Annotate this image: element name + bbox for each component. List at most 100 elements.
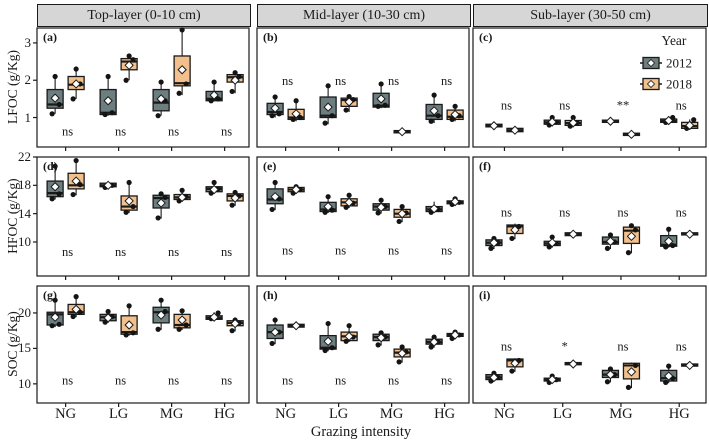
panel-letter: (c) xyxy=(479,30,492,44)
mean-diamond-marker xyxy=(103,313,113,323)
box-HG-2012 xyxy=(425,334,443,350)
data-point xyxy=(691,117,697,123)
legend-title: Year xyxy=(662,33,687,48)
mean-diamond-marker xyxy=(71,304,81,315)
y-tick-label: 10 xyxy=(18,234,31,249)
data-point xyxy=(232,70,238,76)
mean-diamond-marker xyxy=(124,60,134,71)
column-header-sub-layer: Sub-layer (30-50 cm) xyxy=(473,4,708,27)
box-MG-2018 xyxy=(622,362,641,390)
data-point xyxy=(236,73,242,80)
data-point xyxy=(329,345,335,351)
panel-letter: (e) xyxy=(263,159,276,173)
mean-diamond-marker xyxy=(376,333,386,343)
significance-label: ns xyxy=(62,125,73,139)
mean-diamond-marker xyxy=(663,115,674,126)
data-point xyxy=(49,323,55,329)
mean-diamond-marker xyxy=(230,193,240,203)
data-point xyxy=(77,182,83,188)
x-axis-title: Grazing intensity xyxy=(310,424,412,440)
significance-label: ** xyxy=(617,99,630,113)
data-point xyxy=(123,332,129,338)
data-point xyxy=(211,179,217,186)
box-LG-2018 xyxy=(120,303,138,338)
x-tick-label: MG xyxy=(159,406,184,422)
data-point xyxy=(176,90,182,96)
y-tick-label: 2 xyxy=(24,72,32,88)
significance-label: ns xyxy=(676,339,687,353)
mean-diamond-marker xyxy=(323,336,333,347)
box-MG-2012 xyxy=(372,330,390,348)
data-point xyxy=(126,53,132,59)
box-LG-2018 xyxy=(120,53,138,83)
mean-diamond-marker xyxy=(291,109,301,119)
significance-label: ns xyxy=(282,373,293,387)
x-tick-label: MG xyxy=(379,406,404,422)
data-point xyxy=(375,210,381,216)
panel-letter: (g) xyxy=(43,288,57,302)
box-NG-2018 xyxy=(506,223,524,242)
box-HG-2012 xyxy=(425,92,443,124)
mean-diamond-marker xyxy=(71,176,81,186)
box-HG-2018 xyxy=(226,70,244,95)
significance-label: ns xyxy=(441,74,452,88)
data-point xyxy=(435,113,441,119)
data-point xyxy=(158,191,164,197)
box-LG-2018 xyxy=(564,229,582,239)
box-NG-2012 xyxy=(485,235,503,251)
significance-label: ns xyxy=(501,99,512,113)
panel-letter: (a) xyxy=(43,30,57,44)
mean-diamond-marker xyxy=(397,126,407,137)
box-HG-2018 xyxy=(681,229,699,239)
data-point xyxy=(452,103,458,109)
data-point xyxy=(208,98,214,104)
data-point xyxy=(215,310,221,316)
data-point xyxy=(229,88,235,95)
mean-diamond-marker xyxy=(450,109,460,120)
data-point xyxy=(431,92,437,98)
data-point xyxy=(570,114,576,121)
significance-label: ns xyxy=(62,245,73,259)
data-point xyxy=(179,27,185,33)
mean-diamond-marker xyxy=(156,198,166,208)
significance-label: ns xyxy=(282,74,293,88)
box-LG-2018 xyxy=(340,192,358,210)
data-point xyxy=(632,362,639,369)
box-MG-2012 xyxy=(152,79,170,119)
data-point xyxy=(105,73,111,80)
mean-diamond-marker xyxy=(50,182,60,192)
box-MG-2012 xyxy=(601,366,620,385)
data-point xyxy=(399,344,405,350)
data-point xyxy=(343,338,349,344)
box-NG-2018 xyxy=(287,98,305,122)
mean-diamond-marker xyxy=(230,318,240,329)
data-point xyxy=(179,187,185,193)
significance-label: ns xyxy=(221,245,232,259)
box-HG-2018 xyxy=(446,329,464,342)
mean-diamond-marker xyxy=(429,106,439,116)
significance-label: ns xyxy=(221,373,232,387)
data-point xyxy=(155,113,161,119)
data-point xyxy=(663,244,669,250)
box-NG-2018 xyxy=(287,321,305,331)
panel-letter: (h) xyxy=(263,288,278,302)
mean-diamond-marker xyxy=(291,321,301,331)
mean-diamond-marker xyxy=(605,369,616,380)
mean-diamond-marker xyxy=(71,79,81,89)
mean-diamond-marker xyxy=(489,372,499,383)
y-tick-label: 10 xyxy=(18,375,31,391)
box-MG-2018 xyxy=(393,203,411,225)
y-tick-label: 22 xyxy=(18,149,31,164)
box-LG-2012 xyxy=(543,114,561,128)
data-point xyxy=(509,235,515,242)
box-NG-2012 xyxy=(46,73,64,117)
mean-diamond-marker xyxy=(397,348,407,359)
panel-c: ns ns ** ns (c) Year 2012 2018 xyxy=(472,27,707,151)
mean-diamond-marker xyxy=(684,229,695,239)
significance-label: ns xyxy=(335,373,346,387)
mean-diamond-marker xyxy=(684,360,695,371)
y-tick-label: 14 xyxy=(18,205,31,221)
box-LG-2018 xyxy=(564,359,582,369)
mean-diamond-marker xyxy=(568,359,578,369)
data-point xyxy=(382,102,388,108)
